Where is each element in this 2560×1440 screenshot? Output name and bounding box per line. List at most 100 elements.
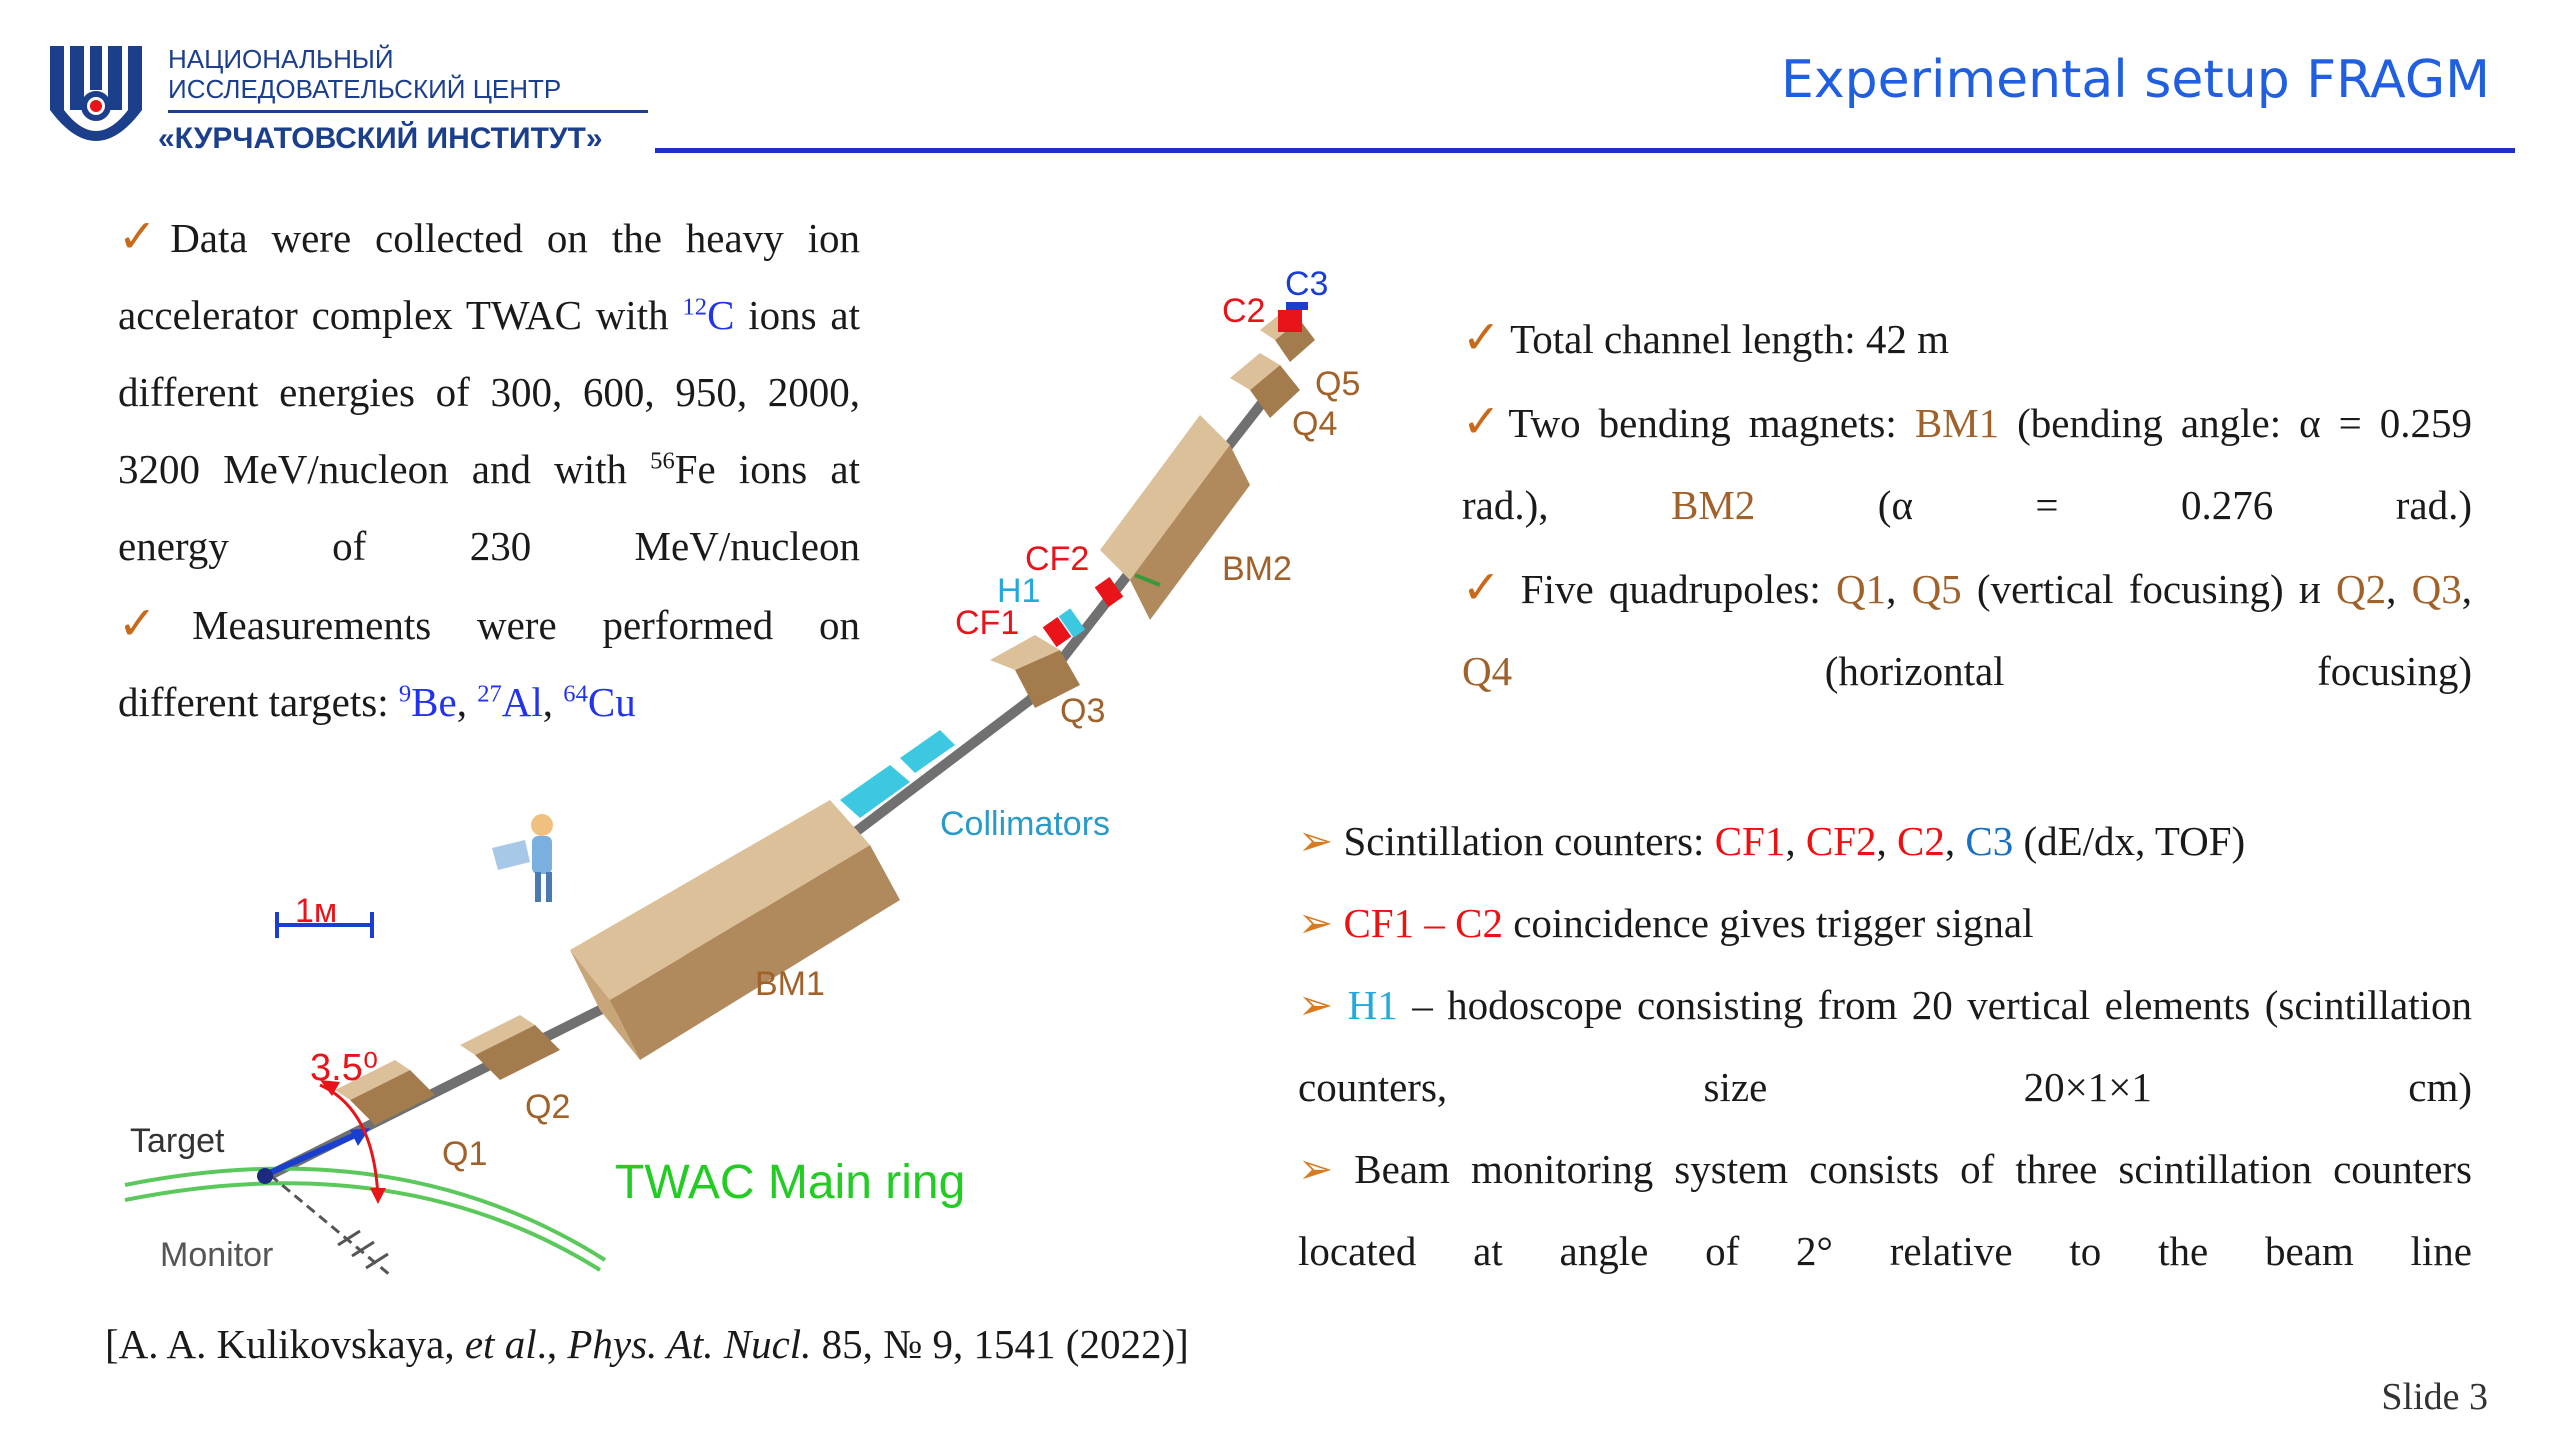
label-collimators: Collimators [940,805,1111,843]
right-top-block: ✓ Total channel length: 42 m ✓Two bendin… [1462,296,2472,712]
q5-text: Q5 [1911,566,1962,612]
setup-item-quadrupoles: ✓ Five quadrupoles: Q1, Q5 (vertical foc… [1462,546,2472,712]
label-cf1: CF1 [955,604,1020,642]
c3-text: C3 [1965,818,2014,864]
cu64-mass: 64 [563,680,588,708]
label-q1: Q1 [442,1135,488,1173]
quad-text-c: (horizontal focusing) [1512,648,2472,694]
c12-symbol: C [707,292,735,338]
checkmark-icon: ✓ [1462,310,1501,364]
q3-magnet [990,635,1080,708]
ref-et-al: et al [464,1321,537,1367]
h1-counter [1058,608,1086,638]
sep: , [542,679,564,725]
p1-text-c: Fe ions at energy of 230 MeV/nucleon [118,446,860,569]
angle-arc-arrow [320,1080,340,1096]
sep: , [1944,818,1966,864]
fragm-setup-diagram [124,302,1315,1277]
hodoscope-text: – hodoscope consisting from 20 vertical … [1298,982,2473,1110]
left-text-block: ✓Data were collected on the heavy ion ac… [118,198,860,741]
p1-text-a: Data were collected on the heavy ion acc… [118,215,860,338]
left-paragraph-2: ✓Measurements were performed on differen… [118,585,860,741]
slide-number: Slide 3 [2381,1376,2488,1418]
label-scale: 1м [295,892,338,930]
bm1-text: BM1 [1914,400,2000,446]
c2-text: C2 [1897,818,1945,864]
ref-text-b: ., [536,1321,568,1367]
label-bm2: BM2 [1222,550,1292,588]
al27-mass: 27 [477,680,502,708]
arrow-bullet-icon: ➢ [1298,898,1334,947]
twac-ring-outer [124,1166,607,1262]
c2-counter [1278,310,1302,332]
beam-pipe [267,376,1284,1180]
checkmark-icon: ✓ [118,209,171,263]
sep: , [456,679,478,725]
target-dot [257,1168,273,1184]
logo: НАЦИОНАЛЬНЫЙ ИССЛЕДОВАТЕЛЬСКИЙ ЦЕНТР «КУ… [48,42,648,162]
be-symbol: Be [411,679,457,725]
arrow-bullet-icon: ➢ [1298,1144,1334,1193]
detector-item-trigger: ➢ CF1 – C2 coincidence gives trigger sig… [1298,882,2472,964]
q2-magnet [460,1015,560,1080]
counters-text-a: Scintillation counters: [1343,818,1715,864]
label-q3: Q3 [1060,692,1106,730]
c12-mass: 12 [682,293,708,321]
person-icon [492,814,553,902]
left-paragraph-1: ✓Data were collected on the heavy ion ac… [118,198,860,585]
q3-text: Q3 [2411,566,2462,612]
bm2-text: BM2 [1671,482,1756,528]
checkmark-icon: ✓ [118,596,193,650]
detector-item-monitoring: ➢ Beam monitoring system consists of thr… [1298,1128,2472,1292]
detector-item-counters: ➢ Scintillation counters: CF1, CF2, C2, … [1298,800,2472,882]
sep: , [2386,566,2412,612]
be9-mass: 9 [398,680,412,708]
sep: , [1886,566,1912,612]
kurchatov-logo-icon [50,46,142,141]
label-monitor: Monitor [160,1236,274,1274]
cf1-text: CF1 [1714,818,1786,864]
arrow-bullet-icon: ➢ [1298,816,1334,865]
reference: [A. A. Kulikovskaya, et al., Phys. At. N… [105,1320,1189,1368]
scale-bar [275,912,374,938]
sep: , [2461,566,2473,612]
header-rule [655,148,2515,153]
label-q4: Q4 [1292,405,1338,443]
detector-item-hodoscope: ➢ H1 – hodoscope consisting from 20 vert… [1298,964,2472,1128]
label-q5: Q5 [1315,365,1361,403]
bm2-magnet [1100,415,1250,620]
q1-text: Q1 [1835,566,1887,612]
h1-text: H1 [1347,982,1398,1028]
quad-text-b: (vertical focusing) и [1961,566,2337,612]
logo-line-3: «КУРЧАТОВСКИЙ ИНСТИТУТ» [158,122,603,155]
monitor-counters [337,1229,389,1270]
sep: , [1785,818,1806,864]
label-angle: 3.5⁰ [310,1047,379,1089]
p2-text-a: Measurements were performed on different… [118,602,860,725]
angle-arc-arrow-2 [370,1188,386,1204]
label-h1: H1 [997,572,1041,610]
monitoring-text: Beam monitoring system consists of three… [1298,1146,2472,1274]
length-text: Total channel length: 42 m [1510,316,1949,362]
label-target: Target [130,1122,225,1160]
q2-text: Q2 [2336,566,2387,612]
label-ring: TWAC Main ring [615,1156,966,1209]
setup-item-length: ✓ Total channel length: 42 m [1462,296,2472,380]
q4-magnet [1230,353,1300,418]
ref-text-a: [A. A. Kulikovskaya, [105,1321,465,1367]
arrow-bullet-icon: ➢ [1298,980,1334,1029]
fe56-mass: 56 [650,447,675,475]
label-c2: C2 [1222,292,1266,330]
beam-arrow [263,1129,364,1178]
al-symbol: Al [501,679,543,725]
magnets-text-a: Two bending magnets: [1508,400,1915,446]
cf2-text: CF2 [1805,818,1877,864]
monitor-line [269,1173,391,1277]
label-cf2: CF2 [1025,540,1090,578]
logo-line-1: НАЦИОНАЛЬНЫЙ [168,44,394,74]
label-q2: Q2 [525,1088,571,1126]
cf2-counter [1094,577,1124,607]
magnets-text-b: (bending angle: α = 0.259 rad.), [1462,400,2473,528]
checkmark-icon: ✓ [1462,560,1506,614]
label-c3: C3 [1285,265,1329,303]
